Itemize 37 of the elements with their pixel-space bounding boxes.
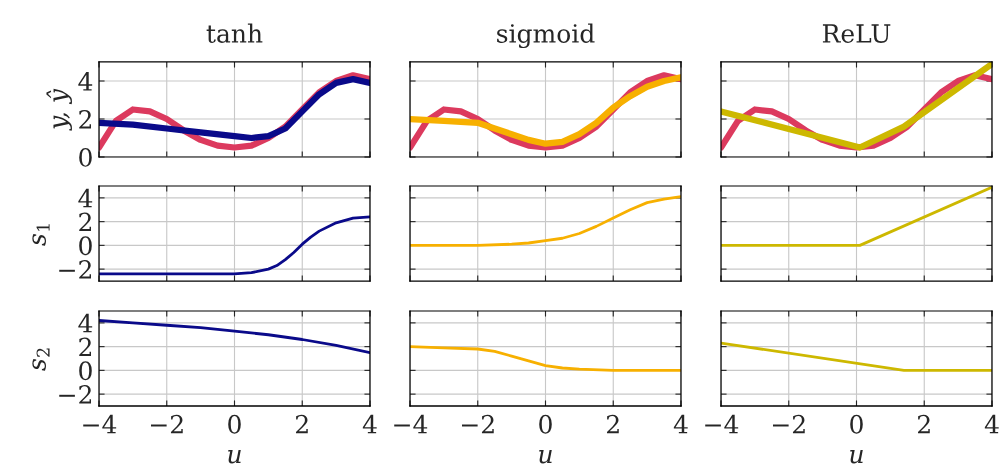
x-tick-label: 2: [295, 414, 308, 434]
line-series: [99, 215, 370, 276]
chart-title: ReLU: [822, 24, 891, 43]
x-axis-title: u: [850, 450, 863, 464]
y-axis-title: s$_{1}$: [32, 224, 50, 246]
y-tick-label: 2: [79, 212, 91, 232]
y-tick-label: 2: [79, 337, 91, 357]
x-tick-label: −2: [772, 414, 805, 434]
x-axis-title: u: [228, 450, 241, 464]
y-tick-label: 0: [79, 147, 92, 167]
x-tick-label: −4: [394, 414, 428, 434]
x-tick-label: 4: [362, 414, 377, 434]
x-tick-label: 0: [228, 414, 241, 434]
y-tick-label: 4: [78, 188, 93, 208]
chart-title: sigmoid: [497, 23, 595, 49]
y-tick-label: 0: [79, 361, 92, 381]
y-tick-label: 0: [79, 236, 92, 256]
x-tick-label: 0: [850, 414, 863, 434]
x-axis-title: u: [539, 450, 552, 464]
x-tick-label: −4: [705, 414, 739, 434]
x-tick-label: 0: [539, 414, 552, 434]
y-tick-label: 2: [79, 109, 91, 129]
x-tick-label: 4: [984, 414, 999, 434]
x-tick-label: −4: [83, 414, 117, 434]
y-axis-title: y, ŷ: [46, 88, 72, 131]
y-tick-label: −2: [59, 260, 91, 279]
y-axis-title: s$_{2}$: [32, 348, 50, 371]
line-series: [99, 319, 370, 354]
y-tick-label: 4: [78, 71, 93, 91]
x-tick-label: −2: [150, 414, 183, 434]
x-tick-label: 2: [606, 414, 619, 434]
x-tick-label: 2: [917, 414, 930, 434]
x-tick-label: 4: [673, 414, 688, 434]
y-tick-label: −2: [59, 385, 91, 404]
chart-title: tanh: [206, 23, 263, 43]
x-tick-label: −2: [461, 414, 494, 434]
y-tick-label: 4: [78, 313, 93, 333]
